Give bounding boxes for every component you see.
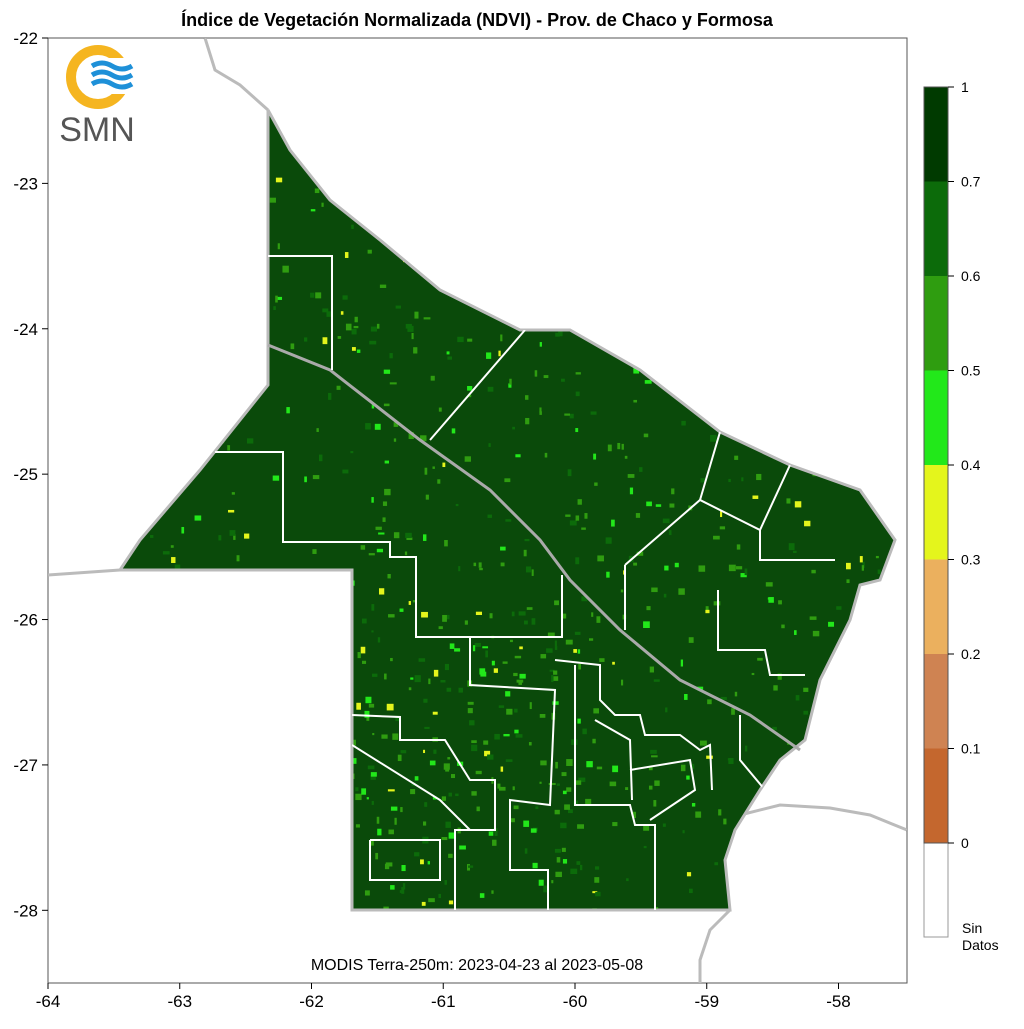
x-tick-label: -58 xyxy=(826,992,851,1011)
legend-tick-label: 0.6 xyxy=(961,268,981,284)
x-tick-label: -62 xyxy=(299,992,324,1011)
y-tick-label: -24 xyxy=(13,320,38,339)
x-tick-label: -60 xyxy=(563,992,588,1011)
legend-swatch xyxy=(924,276,948,371)
legend-swatch xyxy=(924,559,948,654)
y-tick-label: -25 xyxy=(13,465,38,484)
x-tick-label: -61 xyxy=(431,992,456,1011)
legend-swatch xyxy=(924,654,948,749)
footer: MODIS Terra-250m: 2023-04-23 al 2023-05-… xyxy=(311,957,643,974)
y-tick-label: -28 xyxy=(13,901,38,920)
y-tick-label: -22 xyxy=(13,29,38,48)
legend-tick-label: 0.2 xyxy=(961,646,981,662)
no-data-label: Sin Datos xyxy=(962,920,999,953)
x-tick-label: -64 xyxy=(36,992,61,1011)
legend-tick-label: 0.3 xyxy=(961,552,981,568)
legend-no-data xyxy=(923,842,949,938)
legend-tick-label: 0.4 xyxy=(961,457,981,473)
legend-tick-label: 0 xyxy=(961,835,969,851)
x-tick-label: -63 xyxy=(167,992,192,1011)
legend-swatch xyxy=(924,465,948,560)
x-tick-label: -59 xyxy=(694,992,719,1011)
legend-tick-label: 0.7 xyxy=(961,174,981,190)
logo-text: SMN xyxy=(59,111,135,149)
y-tick-label: -23 xyxy=(13,174,38,193)
title: Índice de Vegetación Normalizada (NDVI) … xyxy=(181,9,774,30)
country-borders xyxy=(48,38,907,983)
y-tick-label: -26 xyxy=(13,611,38,630)
legend-tick-label: 1 xyxy=(961,79,969,95)
y-tick-label: -27 xyxy=(13,756,38,775)
legend-swatch xyxy=(924,181,948,276)
legend-swatch xyxy=(924,87,948,182)
legend-tick-label: 0.5 xyxy=(961,363,981,379)
legend-swatch xyxy=(924,748,948,843)
legend-swatch xyxy=(924,370,948,465)
logo: SMN xyxy=(59,45,136,149)
legend-tick-label: 0.1 xyxy=(961,741,981,757)
